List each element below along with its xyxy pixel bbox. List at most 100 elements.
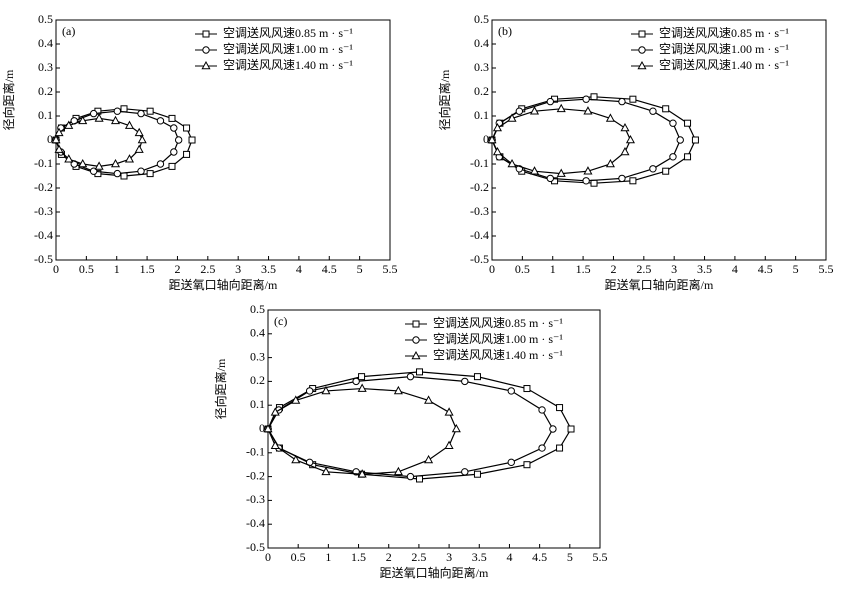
marker (137, 134, 147, 144)
marker (492, 146, 503, 156)
marker (137, 109, 145, 118)
marker (620, 122, 630, 132)
marker (201, 60, 211, 70)
marker (120, 172, 128, 180)
marker (146, 170, 154, 178)
y-tick-label: 0 (483, 132, 489, 146)
marker (529, 166, 540, 175)
legend-label: 空调送风风速1.40 m · s⁻¹ (433, 347, 563, 362)
y-tick-label: -0.4 (246, 516, 265, 530)
marker (424, 454, 434, 464)
marker (444, 440, 454, 449)
marker (357, 383, 367, 392)
x-tick-label: 5.5 (383, 262, 398, 276)
marker (424, 395, 434, 404)
y-tick-label: 0 (259, 421, 265, 435)
marker (582, 95, 590, 103)
y-tick-label: -0.1 (246, 445, 265, 459)
marker (529, 106, 540, 115)
marker (412, 336, 420, 344)
x-axis-label: 距送氧口轴向距离/m (169, 277, 278, 292)
marker (124, 120, 135, 129)
marker (618, 174, 626, 183)
x-tick-label: 3 (235, 262, 241, 276)
panel-label: (c) (274, 314, 287, 328)
marker (507, 387, 515, 395)
marker (507, 113, 517, 122)
marker (183, 124, 191, 132)
x-tick-label: 1 (325, 550, 331, 564)
marker (270, 407, 280, 416)
marker (461, 377, 469, 386)
marker (134, 127, 144, 137)
x-tick-label: 0.5 (291, 550, 306, 564)
marker (515, 107, 524, 115)
y-tick-label: -0.5 (34, 252, 53, 266)
legend-label: 空调送风风速1.00 m · s⁻¹ (659, 41, 789, 56)
marker (461, 468, 469, 476)
marker (170, 148, 178, 156)
marker (444, 407, 454, 416)
marker (538, 406, 546, 414)
marker (507, 158, 517, 168)
panel-label: (b) (498, 24, 512, 38)
x-tick-label: 3 (671, 262, 677, 276)
legend-label: 空调送风风速1.40 m · s⁻¹ (659, 57, 789, 72)
marker (393, 385, 403, 395)
y-tick-label: -0.1 (34, 156, 53, 170)
marker (263, 423, 273, 433)
marker (51, 134, 61, 144)
x-tick-label: 4.5 (322, 262, 337, 276)
marker (146, 107, 154, 115)
panel-label: (a) (62, 24, 75, 38)
x-tick-label: 3.5 (261, 262, 276, 276)
plot-frame (491, 19, 827, 261)
marker (629, 177, 637, 185)
marker (487, 134, 497, 144)
x-tick-label: 3.5 (697, 262, 712, 276)
marker (684, 153, 692, 161)
marker (170, 124, 178, 132)
marker (202, 46, 210, 54)
y-tick-label: -0.1 (470, 156, 489, 170)
x-tick-label: 4.5 (532, 550, 547, 564)
y-tick-label: 0.4 (38, 36, 53, 50)
marker (625, 134, 635, 144)
x-tick-label: 2.5 (636, 262, 651, 276)
marker (473, 470, 481, 478)
marker (64, 154, 74, 163)
legend-label: 空调送风风速0.85 m · s⁻¹ (659, 25, 789, 40)
marker (523, 461, 531, 469)
marker (393, 466, 403, 476)
marker (538, 444, 546, 452)
y-tick-label: -0.2 (470, 180, 489, 194)
marker (168, 114, 176, 122)
marker (291, 395, 301, 404)
marker (156, 117, 165, 125)
marker (669, 119, 677, 127)
marker (556, 168, 566, 177)
marker (113, 107, 122, 115)
marker (321, 385, 331, 395)
x-tick-label: 3 (446, 550, 452, 564)
marker (590, 179, 598, 187)
marker (676, 136, 684, 144)
marker (556, 404, 564, 412)
marker (629, 95, 637, 103)
marker (110, 158, 121, 168)
x-tick-label: 5 (357, 262, 363, 276)
x-tick-label: 2.5 (200, 262, 215, 276)
x-tick-label: 2 (386, 550, 392, 564)
marker (583, 106, 593, 115)
x-tick-label: 5 (567, 550, 573, 564)
x-tick-label: 0 (53, 262, 59, 276)
y-tick-label: -0.3 (246, 492, 265, 506)
marker (638, 30, 646, 38)
marker (649, 107, 657, 115)
marker (54, 144, 64, 153)
marker (473, 373, 481, 381)
marker (523, 385, 531, 393)
y-axis-label: 径向距离/m (213, 358, 228, 419)
marker (183, 150, 191, 158)
marker (188, 136, 196, 144)
